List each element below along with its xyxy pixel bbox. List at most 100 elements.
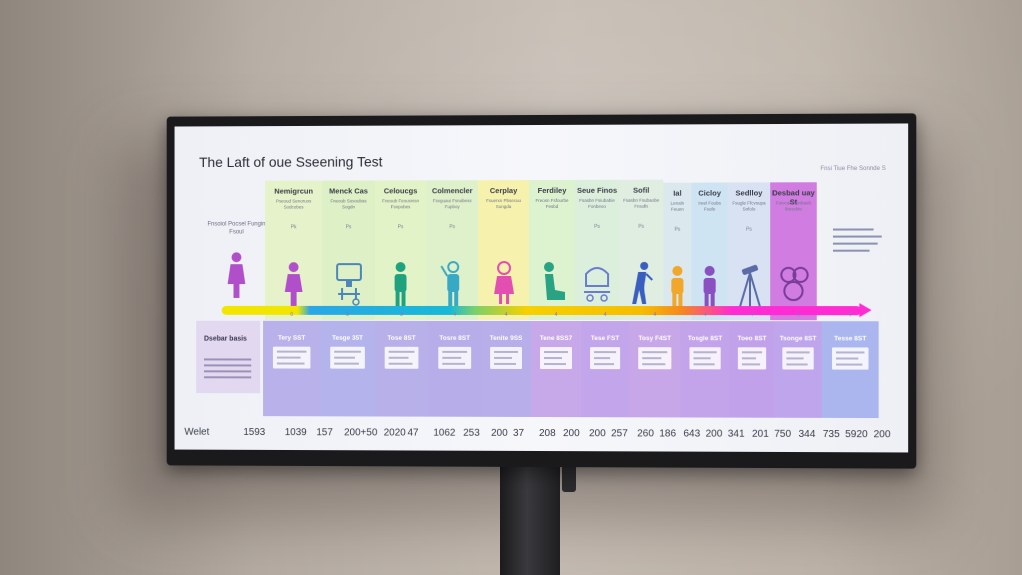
- bottom-cell-card: [384, 347, 418, 369]
- timeline-tick: 3: [320, 312, 374, 318]
- timeline-tick: 4: [481, 312, 531, 318]
- scale-value: 253: [463, 428, 480, 439]
- scale-value: 200: [874, 429, 891, 440]
- column-title: Nemigrcun: [265, 187, 322, 196]
- column-title: Cicloy: [691, 189, 727, 198]
- column-number: Ps: [375, 224, 427, 230]
- column-description: Fneoub Feousnisn Fsnpobes: [379, 198, 422, 210]
- scale-value: 257: [611, 428, 628, 439]
- timeline-tick: 4: [531, 312, 581, 318]
- scale-value: 37: [513, 428, 524, 439]
- scale-value: 260: [637, 428, 654, 439]
- column-description: Fsiocan Sonbaeb Ibescbie: [774, 200, 813, 212]
- timeline-tick: 3: [375, 312, 429, 318]
- timeline-tick: 4: [428, 312, 481, 318]
- column-title: Sedlloy: [728, 188, 770, 197]
- bottom-cell: 4 Tese FST: [581, 321, 629, 417]
- column-number: Pk: [265, 224, 322, 230]
- bottom-cell: 0 Tery SST: [263, 321, 320, 417]
- timeline-column: Celoucgs Fneoub Feousnisn Fsnpobes Ps: [375, 180, 427, 320]
- scale-value: 1593: [243, 427, 265, 438]
- scale-value: 1062: [433, 428, 455, 439]
- bottom-cell-card: [689, 347, 721, 369]
- bottom-cell-card: [590, 347, 621, 369]
- timeline-column: Sedlloy Fsugle Ffcvsupa Snfolo Ps: [728, 182, 770, 320]
- timeline-column: Sofil Fsasbn Fsubaobe Fnsofn Ps: [619, 180, 663, 320]
- bottom-cell: 3 Tose 8ST: [375, 321, 429, 417]
- scale-value: 208: [539, 428, 556, 439]
- column-description: Fsuerxn Pbsecuu Sungda: [482, 198, 525, 210]
- intro-text: Fnsoiol Pocsel Fungin Fsoul: [202, 220, 271, 236]
- tv-screen: The Laft of oue Sseening Test Fnsi Tiue …: [175, 123, 909, 452]
- scale-value: 200: [706, 429, 723, 440]
- bottom-cell: 4 Tene 8SS7: [531, 321, 581, 417]
- column-number: Ps: [575, 224, 619, 230]
- timeline-tick: 0: [822, 312, 879, 318]
- first-box-lines: [204, 358, 251, 382]
- bottom-cell-card: [273, 347, 310, 369]
- timeline-column: Cerplay Fsuerxn Pbsecuu Sungda: [478, 180, 529, 320]
- column-number: Ps: [728, 227, 770, 233]
- timeline-column: Ial Lenaln Feuen Ps: [663, 183, 691, 321]
- scale-value: 186: [659, 428, 676, 439]
- scale-value: 341: [728, 429, 745, 440]
- column-description: Ireel Foubs Fsofe: [694, 201, 724, 213]
- bottom-cell-card: [540, 347, 572, 369]
- bottom-cell-title: Tsonge 8ST: [774, 335, 822, 342]
- scale-value: 157: [316, 427, 333, 438]
- column-number: Ps: [619, 224, 663, 230]
- scale-value: 200: [491, 428, 508, 439]
- tv-stand-pole: [500, 455, 560, 575]
- bottom-number-scale: Welet 1593 1039 157 200+50 2020 47 1062 253 200 37…: [175, 424, 909, 447]
- timeline-tick: 4: [774, 312, 822, 318]
- scale-value: 200: [563, 428, 580, 439]
- bottom-cell-title: Tesse 8ST: [822, 335, 879, 342]
- bottom-cell-card: [738, 347, 766, 369]
- timeline-column: Colmencler Fsxguaui Fsruibess Fupboy Ps: [426, 180, 478, 320]
- bottom-cell: 4 Toeo 8ST: [730, 321, 774, 418]
- bottom-cell: 4 Tosre 8ST: [428, 321, 481, 417]
- bottom-cell: 4 Tosgle 8ST: [680, 321, 729, 417]
- timeline-column: Ferdiley Freosn Fsfourbe Fesbd: [529, 180, 575, 320]
- scale-value: 200: [589, 428, 606, 439]
- timeline-column: Desbad uay St Fsiocan Sonbaeb Ibescbie: [770, 182, 817, 320]
- timeline-column: Menck Cas Fneoub Sosoubas Sogdn Ps: [322, 180, 374, 319]
- column-description: Fsxguaui Fsruibess Fupboy: [431, 198, 474, 210]
- screen-title: The Laft of oue Sseening Test: [199, 154, 382, 170]
- bottom-cell: 4 Tenite 9SS: [481, 321, 531, 417]
- bottom-cell-card: [783, 347, 813, 369]
- bottom-cell: 4 Tosy F4ST: [629, 321, 680, 417]
- timeline-tick: 0: [263, 312, 320, 318]
- column-description: Fsugle Ffcvsupa Snfolo: [731, 200, 767, 212]
- column-description: Lenaln Feuen: [666, 201, 690, 213]
- column-description: Fsasbn Fsiubabie Fonbeoo: [579, 198, 616, 210]
- column-title: Celoucgs: [375, 186, 427, 195]
- column-number: Ps: [426, 224, 478, 230]
- intro-woman-icon: [222, 250, 252, 300]
- bottom-cell-card: [490, 347, 522, 369]
- column-title: Colmencler: [426, 186, 478, 195]
- scale-value: 344: [799, 429, 816, 440]
- bottom-cell-title: Tose 8ST: [375, 335, 429, 342]
- bottom-cell: 3 Tesge 35T: [320, 321, 374, 417]
- bottom-cell-title: Tosgle 8ST: [680, 335, 729, 342]
- bottom-cell-title: Tese FST: [581, 335, 629, 342]
- bottom-cell-card: [330, 347, 365, 369]
- bottom-cell-title: Tosre 8ST: [428, 335, 481, 342]
- scale-value: 200+50: [344, 427, 377, 438]
- column-number: Ps: [322, 224, 374, 230]
- intro-label: Fnsoiol Pocsel Fungin Fsoul: [202, 220, 271, 302]
- column-number: Ps: [663, 227, 691, 233]
- timeline-column: Seue Finos Fsasbn Fsiubabie Fonbeoo Ps: [575, 180, 619, 320]
- scale-value: 201: [752, 429, 769, 440]
- column-description: Freosn Fsfourbe Fesbd: [533, 198, 572, 210]
- bottom-cell-title: Tosy F4ST: [629, 335, 680, 342]
- timeline-tick: 4: [581, 312, 629, 318]
- timeline-tick: 4: [730, 312, 774, 318]
- legend: [833, 228, 894, 256]
- column-title: Ial: [663, 189, 691, 198]
- bottom-cell-title: Tery SST: [263, 335, 320, 342]
- column-description: Pseoud Senoruos Sodcobes: [270, 199, 318, 211]
- bottom-cell-title: Tene 8SS7: [531, 335, 581, 342]
- column-description: Fneoub Sosoubas Sogdn: [326, 198, 370, 210]
